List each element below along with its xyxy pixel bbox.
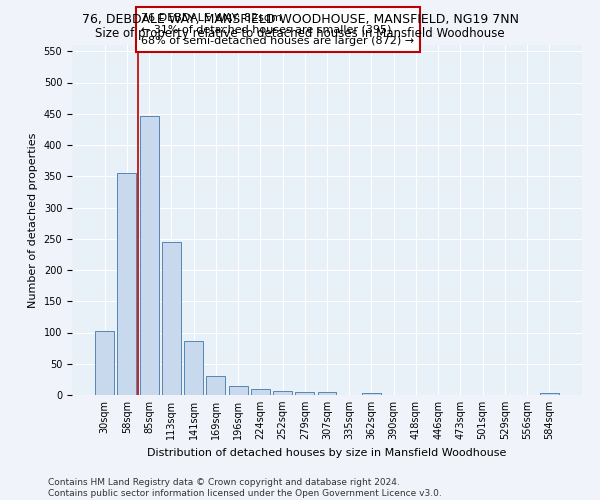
X-axis label: Distribution of detached houses by size in Mansfield Woodhouse: Distribution of detached houses by size … <box>148 448 506 458</box>
Bar <box>118 173 136 395</box>
Bar <box>295 392 314 395</box>
Text: 76, DEBDALE WAY, MANSFIELD WOODHOUSE, MANSFIELD, NG19 7NN: 76, DEBDALE WAY, MANSFIELD WOODHOUSE, MA… <box>82 12 518 26</box>
Text: Contains HM Land Registry data © Crown copyright and database right 2024.
Contai: Contains HM Land Registry data © Crown c… <box>48 478 442 498</box>
Bar <box>273 391 292 395</box>
Bar <box>317 392 337 395</box>
Bar <box>229 386 248 395</box>
Bar <box>140 116 158 395</box>
Bar <box>162 242 181 395</box>
Text: 76 DEBDALE WAY: 82sqm
← 31% of detached houses are smaller (395)
68% of semi-det: 76 DEBDALE WAY: 82sqm ← 31% of detached … <box>142 13 415 46</box>
Bar <box>206 376 225 395</box>
Bar <box>184 341 203 395</box>
Y-axis label: Number of detached properties: Number of detached properties <box>28 132 38 308</box>
Bar <box>540 392 559 395</box>
Bar <box>251 390 270 395</box>
Bar <box>362 392 381 395</box>
Bar <box>95 331 114 395</box>
Text: Size of property relative to detached houses in Mansfield Woodhouse: Size of property relative to detached ho… <box>95 28 505 40</box>
